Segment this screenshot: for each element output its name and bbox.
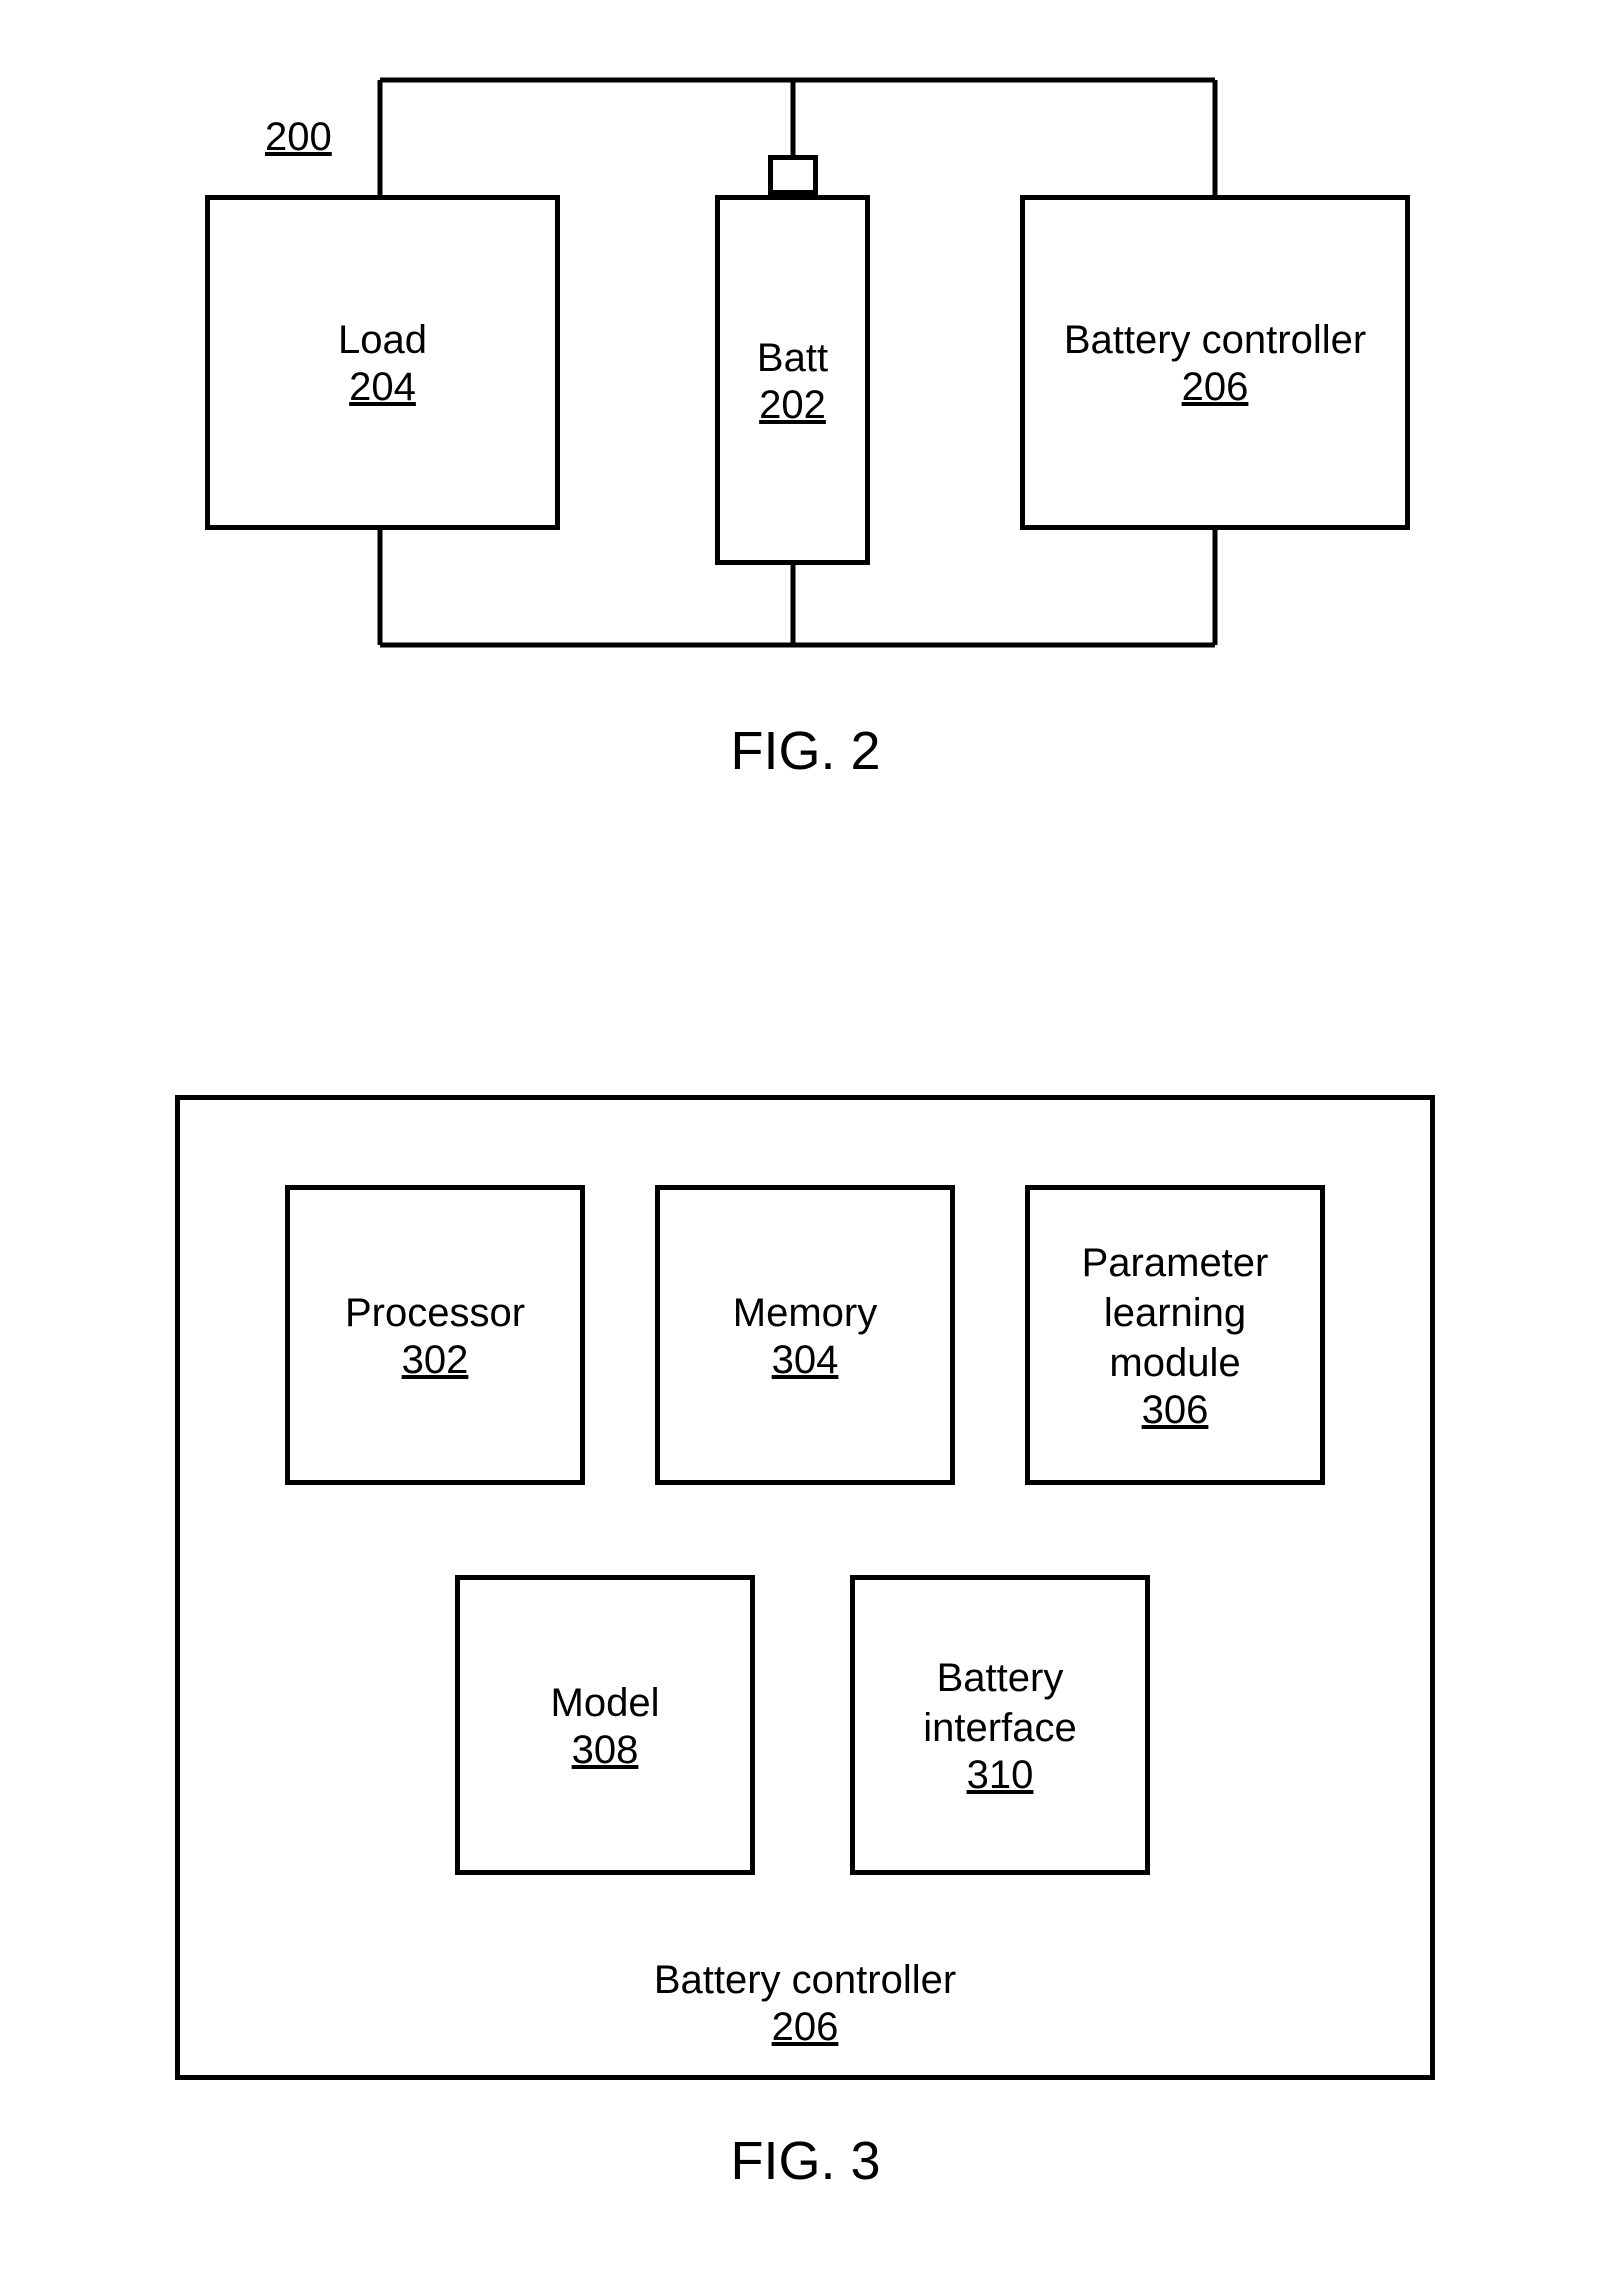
load-label: Load <box>338 315 427 365</box>
memory-label: Memory <box>733 1288 877 1338</box>
battery-controller-block: Battery controller 206 <box>1020 195 1410 530</box>
plm-label-line2: learning <box>1104 1291 1246 1335</box>
battery-controller-outer-label: Battery controller <box>654 1955 956 2005</box>
battery-interface-label: Battery interface <box>923 1653 1076 1753</box>
battery-terminal <box>768 155 818 195</box>
processor-label: Processor <box>345 1288 525 1338</box>
battery-controller-label: Battery controller <box>1064 315 1366 365</box>
fig2-system-ref: 200 <box>265 115 332 160</box>
battery-label: Batt <box>757 333 828 383</box>
model-ref: 308 <box>572 1728 639 1773</box>
battery-interface-label-line2: interface <box>923 1706 1076 1750</box>
fig2-caption: FIG. 2 <box>0 720 1611 782</box>
memory-ref: 304 <box>772 1338 839 1383</box>
battery-ref: 202 <box>759 383 826 428</box>
parameter-learning-module-block: Parameter learning module 306 <box>1025 1185 1325 1485</box>
memory-block: Memory 304 <box>655 1185 955 1485</box>
fig3-caption: FIG. 3 <box>0 2130 1611 2192</box>
load-block: Load 204 <box>205 195 560 530</box>
battery-block: Batt 202 <box>715 195 870 565</box>
processor-block: Processor 302 <box>285 1185 585 1485</box>
battery-interface-ref: 310 <box>967 1753 1034 1798</box>
page: 200 Load 204 Batt 202 Battery controller… <box>0 0 1611 2287</box>
model-label: Model <box>551 1678 660 1728</box>
model-block: Model 308 <box>455 1575 755 1875</box>
plm-label-line1: Parameter <box>1082 1241 1269 1285</box>
battery-interface-label-line1: Battery <box>937 1656 1064 1700</box>
plm-ref: 306 <box>1142 1388 1209 1433</box>
battery-interface-block: Battery interface 310 <box>850 1575 1150 1875</box>
load-ref: 204 <box>349 365 416 410</box>
battery-controller-ref: 206 <box>1182 365 1249 410</box>
plm-label: Parameter learning module <box>1082 1238 1269 1388</box>
battery-controller-outer-ref: 206 <box>772 2005 839 2050</box>
plm-label-line3: module <box>1109 1341 1240 1385</box>
processor-ref: 302 <box>402 1338 469 1383</box>
